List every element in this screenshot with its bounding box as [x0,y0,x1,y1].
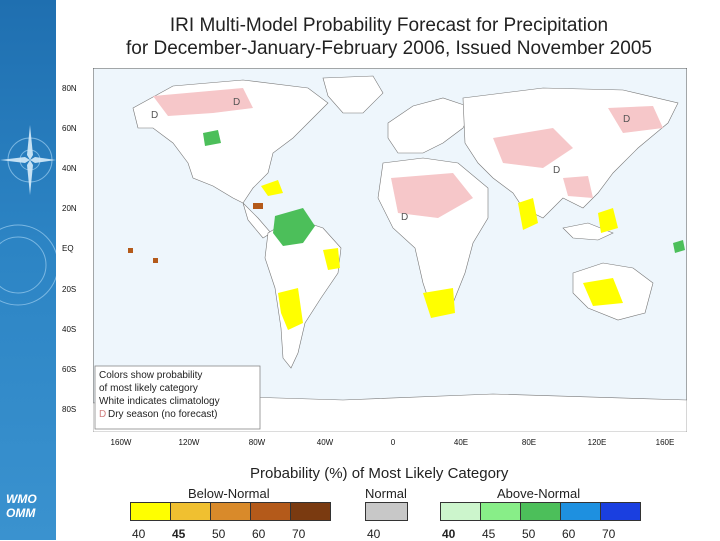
legend-swatch-below-1 [130,502,171,521]
legend-swatch-above-5 [600,502,641,521]
svg-text:of most likely category: of most likely category [99,383,198,394]
page-title: IRI Multi-Model Probability Forecast for… [169,15,609,36]
dark-below-areas [128,203,263,263]
svg-text:D: D [623,114,630,125]
lat-label: 40N [62,164,77,173]
lat-label: 20N [62,204,77,213]
legend-tick-below-1: 40 [132,527,146,541]
dry-season-areas [153,88,663,218]
map-note-box: Colors show probability of most likely c… [94,365,261,430]
legend-tick-above-4: 60 [562,527,576,541]
compass-star-icon [0,125,56,306]
legend-tick-below-5: 70 [292,527,306,541]
lon-label: 0 [390,438,396,447]
legend-tick-below-2: 45 [172,527,186,541]
svg-text:Colors show probability: Colors show probability [99,370,202,381]
svg-text:Dry season (no forecast): Dry season (no forecast) [108,409,218,420]
legend-swatch-below-3 [210,502,251,521]
legend-swatch-below-4 [250,502,291,521]
below-normal-areas [261,180,623,330]
legend-swatch-normal [365,502,408,521]
page-subtitle: for December-January-February 2006, Issu… [126,38,652,59]
logo-line2: OMM [6,506,36,520]
legend-swatch-above-4 [560,502,601,521]
legend-swatch-below-5 [290,502,331,521]
legend-title: Probability (%) of Most Likely Category [250,465,509,482]
legend-tick-above-5: 70 [602,527,616,541]
legend-category-above: Above-Normal [497,486,581,501]
svg-text:White indicates climatology: White indicates climatology [99,396,220,407]
legend-swatch-above-1 [440,502,481,521]
logo-line1: WMO [6,492,37,506]
lat-label: EQ [62,244,74,253]
legend-tick-below-4: 60 [252,527,266,541]
legend-tick-above-1: 40 [442,527,456,541]
svg-text:D: D [401,212,408,223]
dry-markers: D D D D D [151,97,630,223]
legend-tick-above-2: 45 [482,527,496,541]
legend-swatch-below-2 [170,502,211,521]
svg-text:D: D [553,165,560,176]
legend-category-below: Below-Normal [188,486,270,501]
lon-label: 40W [316,438,334,447]
sidebar-panel: WMO OMM [0,0,56,540]
lat-label: 80S [62,405,77,414]
svg-text:D: D [151,110,158,121]
svg-text:D: D [233,97,240,108]
legend-category-normal: Normal [365,486,407,501]
legend-swatch-above-2 [480,502,521,521]
lon-label: 160E [655,438,675,447]
lat-label: 80N [62,84,77,93]
legend-tick-below-3: 50 [212,527,226,541]
legend-tick-normal: 40 [367,527,381,541]
lon-label: 120W [178,438,200,447]
lat-label: 20S [62,285,77,294]
lat-label: 40S [62,325,77,334]
lon-label: 120E [587,438,607,447]
above-normal-areas [203,130,685,253]
lon-label: 80W [248,438,266,447]
legend-tick-above-3: 50 [522,527,536,541]
legend-swatch-above-3 [520,502,561,521]
lon-label: 40E [453,438,469,447]
svg-text:D: D [99,409,106,420]
lat-label: 60S [62,365,77,374]
lon-label: 160W [110,438,132,447]
world-map: D D D D D Colors show probability of mos… [93,68,687,432]
lat-label: 60N [62,124,77,133]
lon-label: 80E [521,438,537,447]
